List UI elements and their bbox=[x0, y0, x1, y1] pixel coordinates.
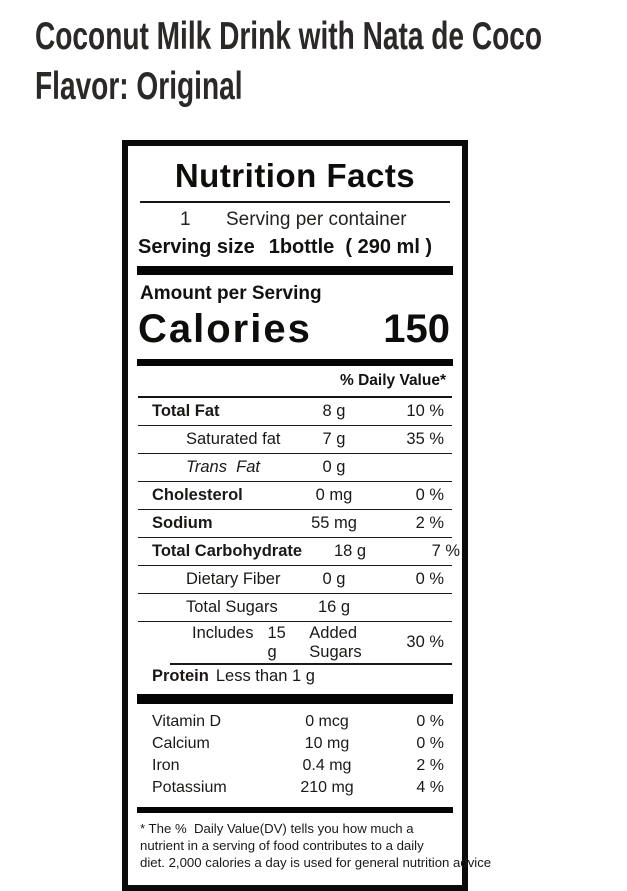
nutrient-amount: 8 g bbox=[322, 402, 346, 420]
vitamin-dv: 2 % bbox=[416, 757, 444, 774]
product-title-line2: Flavor: Original bbox=[35, 62, 627, 112]
nutrient-row-total-carbohydrate: Total Carbohydrate 18 g 7 % bbox=[138, 538, 460, 566]
added-sugars-underline bbox=[170, 663, 452, 665]
nutrient-row-total-fat: Total Fat 8 g 10 % bbox=[138, 398, 452, 426]
servings-per-container-row: 1 Serving per container bbox=[136, 203, 454, 233]
nutrient-row-trans-fat: Trans Fat 0 g bbox=[138, 454, 452, 482]
vitamin-amount: 10 mg bbox=[304, 735, 350, 752]
product-title: Coconut Milk Drink with Nata de Coco Fla… bbox=[0, 0, 627, 112]
heading-rule bbox=[140, 201, 450, 203]
serving-size-label: Serving size bbox=[138, 236, 255, 258]
added-sugars-label: Added Sugars bbox=[309, 623, 362, 661]
nutrient-name: Trans Fat bbox=[186, 458, 260, 476]
added-sugars-text: Includes 15 g Added Sugars bbox=[138, 624, 406, 662]
nutrient-amount: 7 g bbox=[322, 430, 346, 448]
nutrient-amount: 0 mg bbox=[315, 486, 353, 504]
calories-label: Calories bbox=[138, 307, 312, 351]
calories-value: 150 bbox=[383, 307, 450, 351]
nutrient-amount: 0 g bbox=[322, 570, 346, 588]
product-title-line2-text: Flavor: Original bbox=[35, 65, 243, 108]
servings-text: Serving per container bbox=[226, 209, 407, 230]
vitamins-table: Vitamin D 0 mcg 0 % Calcium 10 mg 0 % Ir… bbox=[136, 704, 454, 807]
nutrient-name: Total Sugars bbox=[186, 598, 278, 616]
nutrient-amount: 18 g bbox=[333, 542, 367, 560]
nutrient-dv: 30 % bbox=[406, 633, 444, 651]
nutrient-row-added-sugars: Includes 15 g Added Sugars 30 % bbox=[138, 622, 452, 663]
nutrient-table: Total Fat 8 g 10 % Saturated fat 7 g 35 … bbox=[138, 396, 460, 694]
vitamin-amount: 0.4 mg bbox=[302, 757, 352, 774]
nutrient-amount: 0 g bbox=[322, 458, 346, 476]
added-sugars-prefix: Includes bbox=[192, 623, 254, 642]
nutrient-name: Total Carbohydrate bbox=[152, 542, 303, 560]
vitamin-name: Vitamin D bbox=[152, 713, 222, 730]
vitamin-dv: 0 % bbox=[416, 713, 444, 730]
nutrition-facts-label: Nutrition Facts 1 Serving per container … bbox=[122, 140, 492, 891]
separator-bar-4 bbox=[137, 807, 453, 813]
footnote-line-2: nutrient in a serving of food contribute… bbox=[140, 838, 424, 853]
nutrient-dv: 35 % bbox=[406, 430, 444, 448]
vitamin-name: Iron bbox=[152, 757, 180, 774]
vitamin-row-iron: Iron 0.4 mg 2 % bbox=[138, 755, 452, 777]
vitamin-row-potassium: Potassium 210 mg 4 % bbox=[138, 777, 452, 799]
nutrient-name: Cholesterol bbox=[152, 486, 243, 504]
nutrient-row-cholesterol: Cholesterol 0 mg 0 % bbox=[138, 482, 452, 510]
product-title-line1: Coconut Milk Drink with Nata de Coco bbox=[35, 12, 627, 62]
nutrient-row-sodium: Sodium 55 mg 2 % bbox=[138, 510, 452, 538]
nutrient-name: Sodium bbox=[152, 514, 213, 532]
vitamin-dv: 0 % bbox=[416, 735, 444, 752]
footnote: * The % Daily Value(DV) tells you how mu… bbox=[136, 813, 492, 871]
calories-row: Calories 150 bbox=[136, 307, 454, 359]
nutrient-amount: 16 g bbox=[317, 598, 351, 616]
vitamin-name: Calcium bbox=[152, 735, 210, 752]
vitamin-row-vitamin-d: Vitamin D 0 mcg 0 % bbox=[138, 711, 452, 733]
vitamin-amount: 210 mg bbox=[300, 779, 354, 796]
nutrient-dv: 10 % bbox=[406, 402, 444, 420]
serving-size-row: Serving size 1bottle ( 290 ml ) bbox=[136, 233, 454, 266]
protein-label: Protein bbox=[152, 666, 209, 685]
protein-value: Less than 1 g bbox=[215, 666, 315, 685]
nutrient-dv: 7 % bbox=[431, 542, 461, 560]
nutrient-dv: 0 % bbox=[415, 486, 444, 504]
footnote-line-3: diet. 2,000 calories a day is used for g… bbox=[140, 855, 492, 870]
product-title-line1-text: Coconut Milk Drink with Nata de Coco bbox=[35, 15, 543, 58]
nutrient-dv: 0 % bbox=[415, 570, 444, 588]
nutrient-name: Saturated fat bbox=[186, 430, 281, 448]
serving-size-value: 1bottle ( 290 ml ) bbox=[268, 236, 433, 258]
nutrient-row-protein: Protein Less than 1 g bbox=[138, 665, 452, 694]
separator-bar-2 bbox=[137, 359, 453, 366]
vitamin-name: Potassium bbox=[152, 779, 227, 796]
nutrient-row-total-sugars: Total Sugars 16 g bbox=[138, 594, 452, 622]
servings-count: 1 bbox=[180, 209, 191, 230]
footnote-line-1: * The % Daily Value(DV) tells you how mu… bbox=[140, 821, 414, 836]
nutrition-facts-heading: Nutrition Facts bbox=[174, 157, 416, 194]
nutrient-name: Total Fat bbox=[152, 402, 220, 420]
daily-value-header: % Daily Value* bbox=[340, 372, 446, 389]
nutrient-row-saturated-fat: Saturated fat 7 g 35 % bbox=[138, 426, 452, 454]
vitamin-row-calcium: Calcium 10 mg 0 % bbox=[138, 733, 452, 755]
nutrient-row-dietary-fiber: Dietary Fiber 0 g 0 % bbox=[138, 566, 452, 594]
amount-per-serving-label: Amount per Serving bbox=[140, 283, 322, 304]
added-sugars-amount: 15 g bbox=[267, 623, 286, 661]
separator-bar-1 bbox=[137, 266, 453, 275]
vitamin-amount: 0 mcg bbox=[305, 713, 349, 730]
nutrient-dv: 2 % bbox=[415, 514, 444, 532]
vitamin-dv: 4 % bbox=[416, 779, 444, 796]
nutrient-amount: 55 mg bbox=[311, 514, 357, 532]
nutrient-name: Dietary Fiber bbox=[186, 570, 281, 588]
separator-bar-3 bbox=[137, 694, 453, 704]
